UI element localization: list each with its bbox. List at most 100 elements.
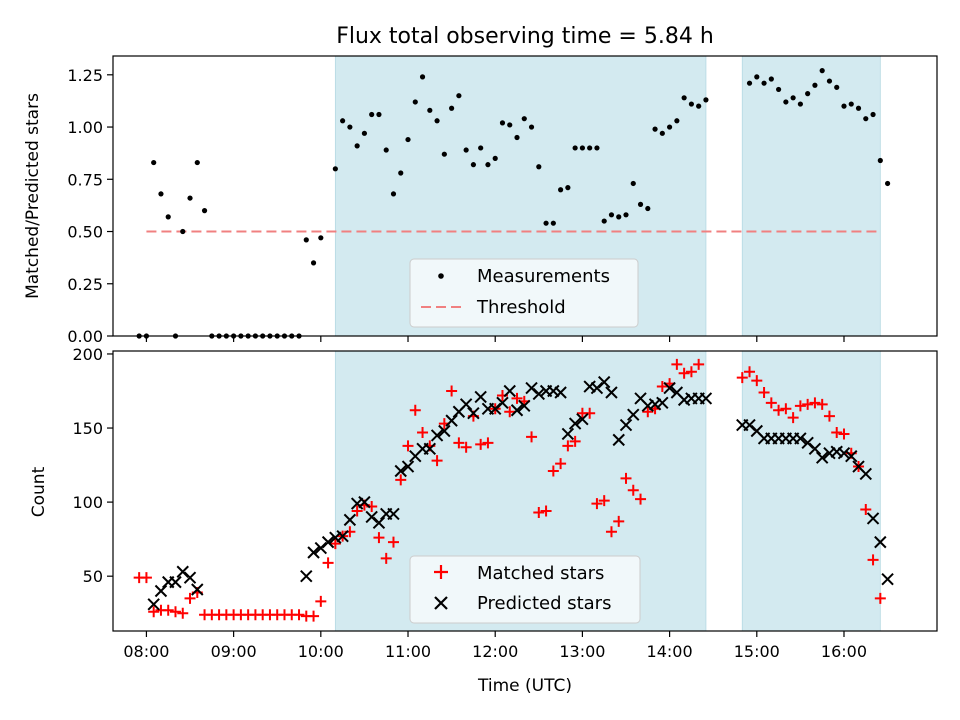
measurement-point [703, 97, 709, 103]
measurement-point [870, 111, 876, 118]
matched-star-point [169, 606, 181, 618]
y-tick-label: 1.25 [67, 66, 103, 85]
matched-star-point [773, 404, 785, 416]
matched-star-point [409, 404, 421, 416]
y-tick-label: 0.25 [67, 275, 103, 294]
predicted-star-point [532, 387, 546, 401]
matched-star-point [831, 426, 843, 438]
measurement-point [608, 212, 615, 218]
top-x-ticks [145, 336, 845, 342]
matched-star-point [460, 441, 472, 453]
measurement-point [310, 260, 317, 266]
matched-star-point [402, 440, 414, 452]
predicted-star-point [874, 535, 887, 549]
predicted-star-point [343, 513, 357, 527]
measurement-point [645, 205, 651, 212]
measurement-point [376, 111, 382, 118]
measurement-point [187, 195, 193, 201]
measurement-point [696, 103, 702, 109]
measurement-point [812, 82, 818, 88]
matched-star-point [591, 498, 603, 510]
measurement-point [768, 76, 774, 82]
matched-star-point [816, 398, 828, 410]
predicted-stars-points [147, 375, 894, 611]
y-tick-label: 200 [72, 345, 103, 364]
legend-predicted-marker [434, 596, 448, 610]
predicted-star-point [183, 571, 197, 584]
predicted-star-point [663, 381, 676, 395]
measurement-point [332, 166, 338, 172]
predicted-star-point [859, 467, 872, 481]
matched-star-point [780, 403, 792, 415]
predicted-star-point [612, 433, 625, 447]
matched-star-point [736, 372, 748, 384]
predicted-star-point [815, 451, 829, 464]
predicted-star-point [321, 535, 335, 549]
predicted-star-point [336, 529, 349, 543]
measurement-point [863, 116, 869, 122]
predicted-star-point [329, 531, 342, 544]
measurement-point [543, 220, 549, 226]
y-tick-label: 150 [72, 419, 103, 438]
measurement-point [783, 99, 789, 105]
matched-star-point [177, 607, 189, 619]
predicted-star-point [554, 386, 567, 399]
top-legend-box [409, 258, 639, 328]
predicted-star-point [445, 414, 458, 427]
matched-star-point [823, 410, 835, 422]
x-tick-label: 16:00 [821, 642, 867, 661]
shaded-interval [741, 55, 881, 337]
y-tick-label: 100 [72, 493, 103, 512]
matched-star-point [431, 455, 443, 467]
y-tick-label: 0.00 [67, 327, 103, 346]
x-tick-label: 11:00 [385, 642, 431, 661]
measurement-point [877, 157, 883, 164]
measurement-point [383, 147, 389, 153]
matched-star-point [555, 458, 567, 470]
predicted-star-point [503, 384, 516, 398]
matched-star-point [765, 397, 777, 409]
predicted-star-point [583, 380, 596, 393]
legend-threshold-label: Threshold [476, 297, 566, 318]
matched-star-point [860, 504, 872, 516]
measurement-point [623, 212, 629, 218]
bottom-axes-frame [112, 350, 938, 632]
matched-star-point [148, 606, 160, 618]
measurement-point [681, 95, 687, 101]
measurement-point [485, 162, 491, 168]
predicted-star-point [401, 460, 415, 473]
predicted-star-point [459, 398, 473, 411]
predicted-star-point [474, 390, 487, 404]
measurement-point [565, 185, 571, 191]
matched-star-point [162, 604, 174, 616]
matched-star-point [184, 592, 196, 604]
matched-star-point [838, 428, 850, 440]
measurement-point [558, 187, 564, 193]
matched-star-point [656, 381, 668, 393]
legend-measurement-marker [438, 273, 444, 279]
measurement-point [347, 124, 353, 130]
x-tick-label: 10:00 [298, 642, 344, 661]
measurement-point [521, 116, 527, 122]
predicted-star-point [576, 412, 589, 426]
measurement-point [601, 218, 607, 224]
predicted-star-point [300, 569, 313, 583]
measurement-point [652, 126, 658, 132]
matched-star-point [446, 385, 458, 397]
legend-measurements-label: Measurements [477, 266, 610, 287]
matched-star-point [874, 592, 886, 604]
measurement-point [579, 145, 586, 151]
matched-star-point [511, 392, 523, 404]
matched-star-point [315, 595, 327, 607]
measurement-point [666, 124, 673, 130]
matched-star-point [627, 484, 639, 496]
predicted-star-point [423, 442, 437, 455]
measurement-point [340, 118, 346, 124]
measurement-point [412, 99, 418, 105]
predicted-star-point [169, 575, 182, 589]
predicted-star-point [358, 495, 371, 509]
measurement-point [637, 201, 644, 207]
measurement-point [194, 159, 200, 166]
predicted-star-point [147, 598, 160, 611]
